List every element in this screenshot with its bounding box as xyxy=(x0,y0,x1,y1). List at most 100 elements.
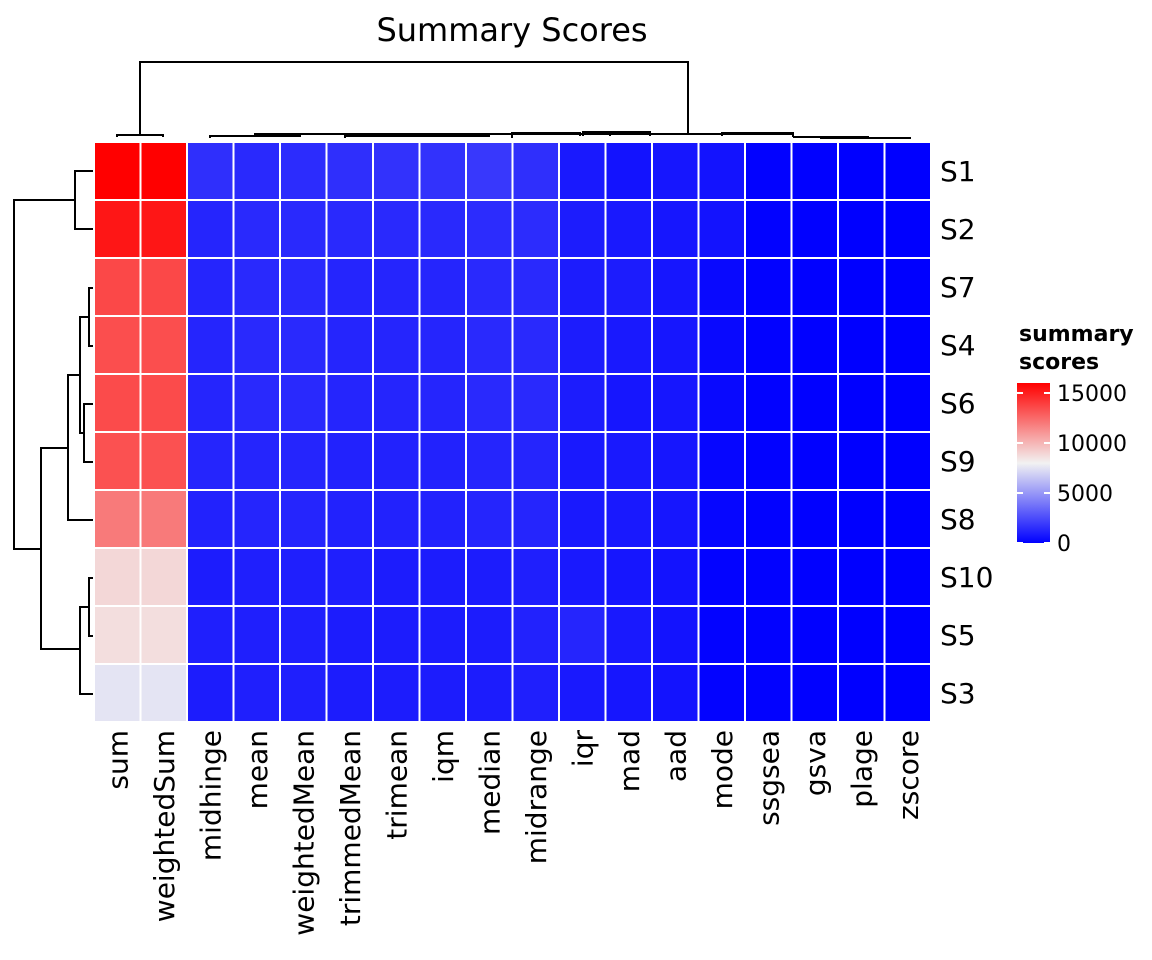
column-label: trimmedMean xyxy=(334,730,367,926)
heatmap-cell xyxy=(790,489,839,549)
heatmap-cell xyxy=(418,373,467,433)
heatmap-cell xyxy=(372,373,421,433)
heatmap-cell xyxy=(883,489,932,549)
heatmap-cell xyxy=(372,315,421,375)
heatmap-cell xyxy=(372,489,421,549)
heatmap-cell xyxy=(232,141,281,201)
heatmap-cell xyxy=(790,315,839,375)
heatmap-cell xyxy=(418,663,467,723)
heatmap-cell xyxy=(837,199,886,259)
heatmap-cell xyxy=(744,373,793,433)
heatmap-cell xyxy=(883,547,932,607)
heatmap-cell xyxy=(744,315,793,375)
column-labels: sum weightedSum midhinge mean weightedMean tr… xyxy=(101,730,925,936)
heatmap-cell xyxy=(604,431,653,491)
heatmap-cell xyxy=(744,141,793,201)
column-label: weightedMean xyxy=(287,730,320,936)
legend-tick-label: 10000 xyxy=(1057,432,1127,457)
heatmap-cell xyxy=(604,663,653,723)
heatmap-cell xyxy=(139,547,188,607)
heatmap-cell xyxy=(186,199,235,259)
legend-title-line-1: summary xyxy=(1019,322,1134,347)
heatmap-cell xyxy=(279,373,328,433)
heatmap-cell xyxy=(883,373,932,433)
row-label: S2 xyxy=(940,213,976,246)
heatmap-cell xyxy=(465,199,514,259)
heatmap-cell xyxy=(232,315,281,375)
heatmap-cell xyxy=(511,141,560,201)
heatmap-cell xyxy=(697,199,746,259)
heatmap-cell xyxy=(279,199,328,259)
heatmap-cell xyxy=(790,373,839,433)
row-label: S3 xyxy=(940,677,976,710)
heatmap-cell xyxy=(651,373,700,433)
heatmap-cell xyxy=(511,605,560,665)
heatmap-cell xyxy=(465,141,514,201)
heatmap-cell xyxy=(325,257,374,317)
heatmap-cell xyxy=(372,547,421,607)
heatmap-cell xyxy=(186,663,235,723)
legend-title-line-2: scores xyxy=(1019,350,1099,375)
heatmap-cell xyxy=(651,605,700,665)
heatmap-cell xyxy=(837,605,886,665)
heatmap-cell xyxy=(279,257,328,317)
heatmap-cell xyxy=(558,141,607,201)
heatmap-cell xyxy=(837,257,886,317)
heatmap-cell xyxy=(883,431,932,491)
heatmap-cell xyxy=(651,489,700,549)
legend-tick-label: 5000 xyxy=(1057,482,1113,507)
heatmap-cell xyxy=(790,141,839,201)
column-label: zscore xyxy=(892,730,925,820)
heatmap-cell xyxy=(372,257,421,317)
heatmap-cell xyxy=(325,315,374,375)
heatmap-cell xyxy=(372,605,421,665)
heatmap-cell xyxy=(325,605,374,665)
heatmap-cell xyxy=(604,605,653,665)
heatmap-cell xyxy=(279,663,328,723)
heatmap-cell xyxy=(744,489,793,549)
heatmap-cell xyxy=(511,257,560,317)
row-label: S8 xyxy=(940,503,976,536)
heatmap-cell xyxy=(697,431,746,491)
heatmap-cell xyxy=(837,141,886,201)
heatmap-cell xyxy=(558,315,607,375)
heatmap-cell xyxy=(790,663,839,723)
legend-tick-label: 15000 xyxy=(1057,382,1127,407)
heatmap-cell xyxy=(232,373,281,433)
column-label: mad xyxy=(613,730,646,792)
heatmap-cell xyxy=(837,315,886,375)
legend-tick-label: 0 xyxy=(1057,532,1071,557)
heatmap-cell xyxy=(883,315,932,375)
row-label: S5 xyxy=(940,619,976,652)
heatmap-cell xyxy=(697,141,746,201)
heatmap-cell xyxy=(837,663,886,723)
heatmap-cell xyxy=(837,547,886,607)
heatmap-cell xyxy=(186,547,235,607)
heatmap-cell xyxy=(279,141,328,201)
heatmap-cell xyxy=(232,257,281,317)
column-label: mode xyxy=(706,730,739,809)
heatmap-cell xyxy=(186,141,235,201)
heatmap-cell xyxy=(93,315,142,375)
column-label: plage xyxy=(845,730,878,808)
color-legend: summary scores 15000 10000 5000 0 xyxy=(1017,322,1134,557)
heatmap-cell xyxy=(511,489,560,549)
heatmap-cell xyxy=(790,547,839,607)
heatmap-cell xyxy=(651,315,700,375)
heatmap-cell xyxy=(651,141,700,201)
heatmap-cell xyxy=(186,489,235,549)
row-label: S1 xyxy=(940,155,976,188)
heatmap-cell xyxy=(93,605,142,665)
heatmap-cell xyxy=(604,547,653,607)
heatmap-cell xyxy=(139,373,188,433)
heatmap-cell xyxy=(511,547,560,607)
heatmap-cell xyxy=(744,431,793,491)
legend-color-bar xyxy=(1017,383,1050,543)
heatmap-cell xyxy=(186,431,235,491)
column-label: iqr xyxy=(566,730,599,768)
heatmap-cell xyxy=(186,257,235,317)
heatmap-cell xyxy=(279,489,328,549)
heatmap-cell xyxy=(697,315,746,375)
heatmap-cell xyxy=(325,373,374,433)
